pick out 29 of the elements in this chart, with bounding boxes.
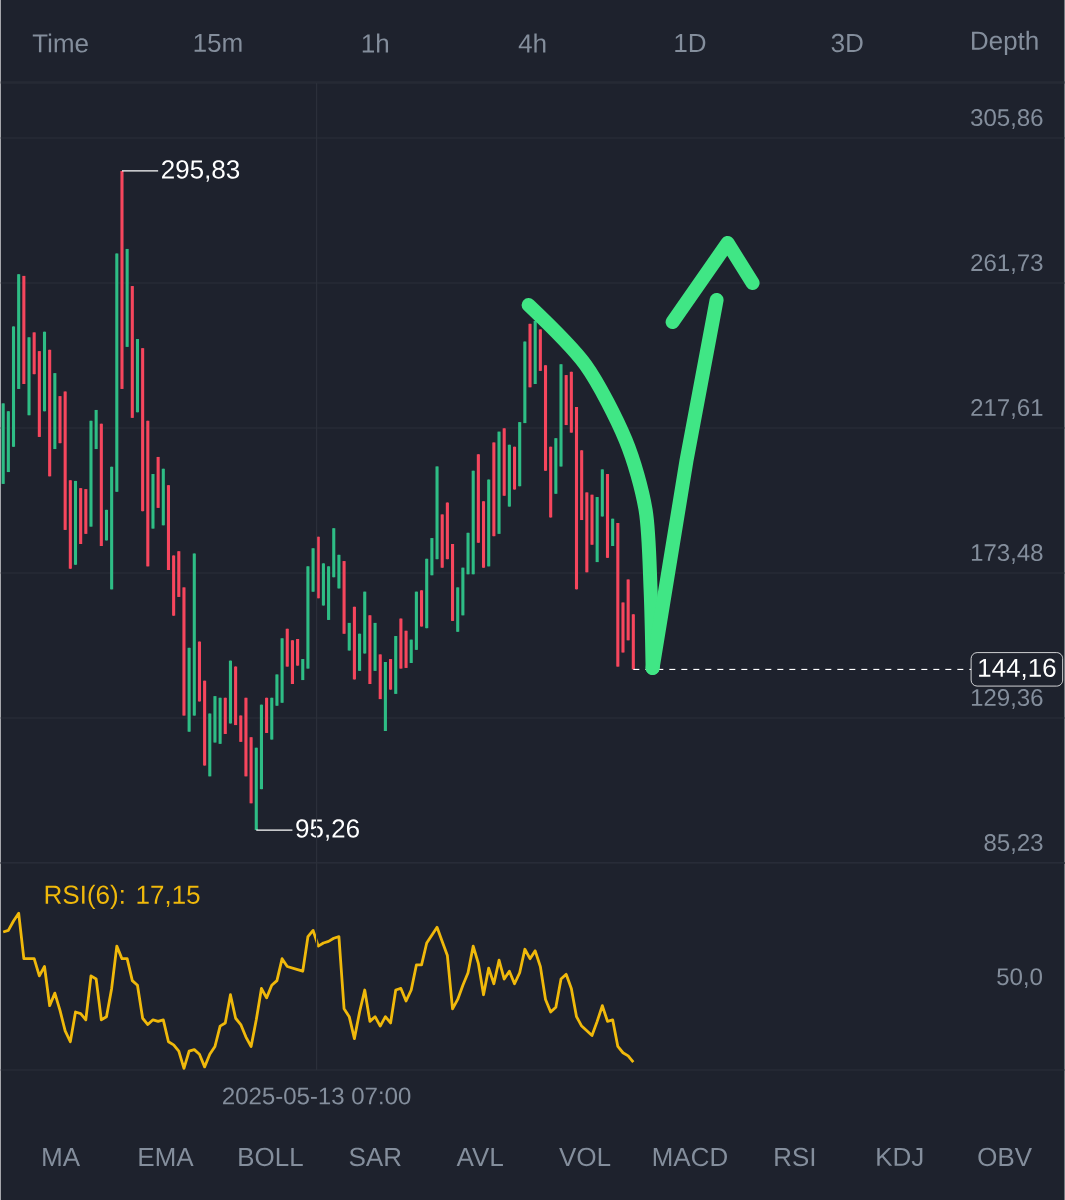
text: 4h bbox=[518, 33, 546, 53]
chart-title: RSI(6): 17,15 bbox=[45, 884, 200, 910]
text: KDJ bbox=[877, 1147, 923, 1167]
text: AVL bbox=[456, 1148, 503, 1166]
text: Time bbox=[32, 33, 88, 53]
text: 1h bbox=[362, 33, 388, 53]
annotation: 50,0 bbox=[997, 968, 1042, 989]
ref-line-label: 144,16 bbox=[979, 658, 1056, 681]
text: OBV bbox=[978, 1147, 1032, 1167]
text: RSI bbox=[775, 1147, 814, 1167]
text: 1D bbox=[675, 34, 706, 52]
y-tick-label: 261,73 bbox=[971, 254, 1043, 274]
annotation: 295,83 bbox=[161, 160, 240, 182]
text: MACD bbox=[653, 1147, 727, 1167]
text: MA bbox=[43, 1148, 80, 1166]
y-tick-label: 85,23 bbox=[984, 834, 1043, 854]
text: Depth bbox=[971, 30, 1038, 56]
y-tick-label: 305,86 bbox=[970, 109, 1043, 129]
text: SAR bbox=[349, 1147, 401, 1167]
y-tick-label: 217,61 bbox=[971, 399, 1043, 419]
text: BOLL bbox=[239, 1147, 303, 1167]
y-tick-label: 129,36 bbox=[971, 689, 1043, 709]
annotation: 95,26 bbox=[296, 819, 359, 841]
text: 3D bbox=[831, 33, 863, 53]
text: 2025-05-13 07:00 bbox=[222, 1087, 411, 1105]
text: VOL bbox=[559, 1147, 611, 1167]
text: EMA bbox=[139, 1148, 194, 1166]
y-tick-label: 173,48 bbox=[971, 544, 1043, 564]
text: 15m bbox=[194, 33, 242, 53]
